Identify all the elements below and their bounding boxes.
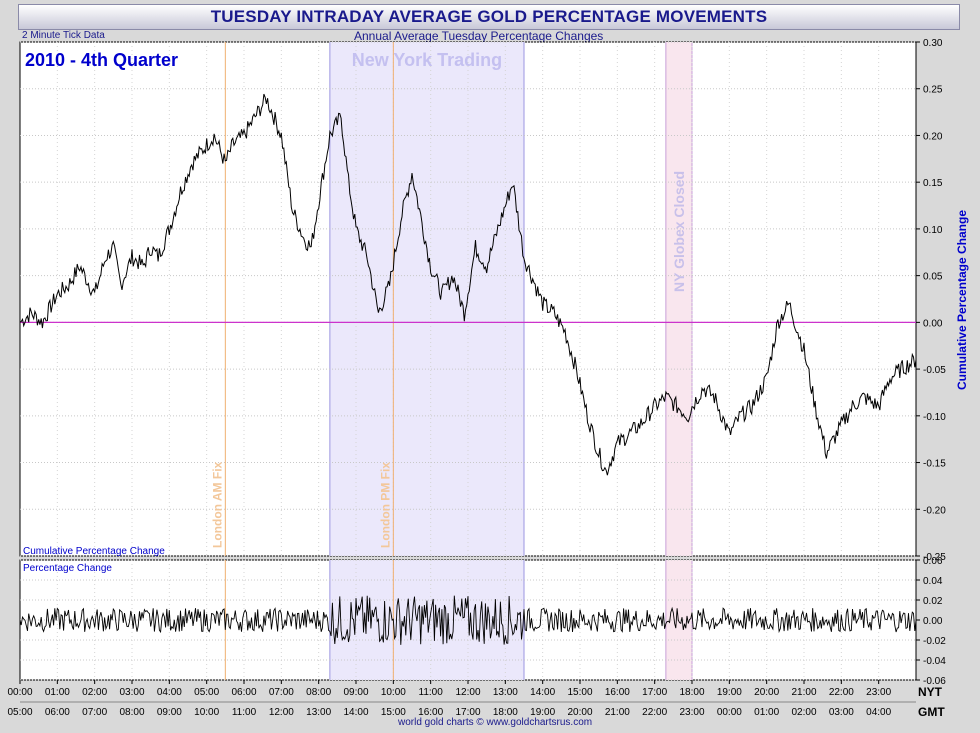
- x-tick-label-gmt: 02:00: [791, 707, 816, 718]
- x-tick-label-nyt: 22:00: [829, 687, 854, 698]
- tick-note: 2 Minute Tick Data: [22, 30, 105, 41]
- x-tick-label-nyt: 10:00: [381, 687, 406, 698]
- x-tick-label-nyt: 01:00: [45, 687, 70, 698]
- trading-band: [665, 42, 692, 556]
- x-tick-label-gmt: 09:00: [157, 707, 182, 718]
- x-tick-label-gmt: 10:00: [194, 707, 219, 718]
- x-tick-label-nyt: 16:00: [605, 687, 630, 698]
- y-tick-label: 0.20: [923, 131, 943, 142]
- x-tick-label-nyt: 05:00: [194, 687, 219, 698]
- x-tick-label-gmt: 22:00: [642, 707, 667, 718]
- x-axis: 00:00 05:00 01:00 06:00 02:00 07:00 03:00 08:00…: [7, 680, 945, 719]
- x-tick-label-nyt: 19:00: [717, 687, 742, 698]
- x-tick-label-nyt: 13:00: [493, 687, 518, 698]
- band-label: NY Globex Closed: [671, 171, 687, 292]
- x-tick-label-nyt: 08:00: [306, 687, 331, 698]
- y-tick-label: -0.15: [923, 459, 946, 470]
- fix-label: London AM Fix: [210, 461, 224, 548]
- x-tick-label-gmt: 13:00: [306, 707, 331, 718]
- x-tick-label-nyt: 11:00: [419, 687, 444, 698]
- credit: world gold charts © www.goldchartsrus.co…: [398, 717, 593, 728]
- x-tick-label-gmt: 19:00: [530, 707, 555, 718]
- x-tick-label-gmt: 01:00: [754, 707, 779, 718]
- x-tick-label-gmt: 21:00: [605, 707, 630, 718]
- x-tick-label-gmt: 17:00: [455, 707, 480, 718]
- x-tick-label-nyt: 20:00: [754, 687, 779, 698]
- x-tick-label-nyt: 04:00: [157, 687, 182, 698]
- x-tick-label-gmt: 08:00: [119, 707, 144, 718]
- cumulative-panel: London AM Fix London PM Fix New York Tradi…: [19, 38, 969, 563]
- period-label: 2010 - 4th Quarter: [25, 50, 178, 70]
- x-tick-label-gmt: 11:00: [232, 707, 257, 718]
- x-tick-label-gmt: 03:00: [829, 707, 854, 718]
- x-tick-label-nyt: 07:00: [269, 687, 294, 698]
- x-tick-label-gmt: 15:00: [381, 707, 406, 718]
- x-tick-label-nyt: 18:00: [679, 687, 704, 698]
- x-tick-label-nyt: 12:00: [455, 687, 480, 698]
- x-tick-label-nyt: 14:00: [530, 687, 555, 698]
- y-axis-label: Cumulative Percentage Change: [955, 210, 969, 390]
- y-tick-label: 0.30: [923, 38, 943, 49]
- x-tick-label-nyt: 00:00: [7, 687, 32, 698]
- x-tick-label-gmt: 06:00: [45, 707, 70, 718]
- x-tick-label-nyt: 06:00: [231, 687, 256, 698]
- band-label: New York Trading: [352, 50, 502, 70]
- x-tick-label-gmt: 23:00: [679, 707, 704, 718]
- panel-label: Percentage Change: [23, 563, 112, 574]
- percentage-series-line: [19, 595, 917, 645]
- x-tick-label-gmt: 14:00: [343, 707, 368, 718]
- gmt-label: GMT: [918, 705, 945, 719]
- y-tick-label: 0.25: [923, 85, 943, 96]
- chart-title: TUESDAY INTRADAY AVERAGE GOLD PERCENTAGE…: [210, 7, 768, 26]
- x-tick-label-nyt: 03:00: [119, 687, 144, 698]
- y-tick-label: -0.02: [923, 636, 946, 647]
- y-tick-label: 0.00: [923, 616, 943, 627]
- x-tick-label-gmt: 05:00: [7, 707, 32, 718]
- y-tick-label: -0.06: [923, 676, 946, 687]
- y-tick-label: -0.10: [923, 412, 946, 423]
- panel-label: Cumulative Percentage Change: [23, 546, 165, 557]
- chart-subtitle: Annual Average Tuesday Percentage Change…: [354, 29, 604, 43]
- x-tick-label-nyt: 15:00: [567, 687, 592, 698]
- x-tick-label-gmt: 12:00: [269, 707, 294, 718]
- y-tick-label: 0.04: [923, 576, 943, 587]
- y-tick-label: 0.02: [923, 596, 943, 607]
- trading-band: [329, 42, 524, 556]
- y-tick-label: 0.15: [923, 178, 943, 189]
- x-tick-label-gmt: 07:00: [82, 707, 107, 718]
- cumulative-series-line: [19, 93, 917, 476]
- y-tick-label: 0.10: [923, 225, 943, 236]
- fix-label: London PM Fix: [378, 462, 392, 548]
- x-tick-label-nyt: 17:00: [642, 687, 667, 698]
- y-tick-label: -0.20: [923, 505, 946, 516]
- x-tick-label-nyt: 09:00: [343, 687, 368, 698]
- y-tick-label: -0.04: [923, 656, 946, 667]
- y-tick-label: 0.05: [923, 272, 943, 283]
- y-tick-label: -0.25: [923, 552, 946, 563]
- x-tick-label-nyt: 02:00: [82, 687, 107, 698]
- x-tick-label-gmt: 04:00: [866, 707, 891, 718]
- x-tick-label-nyt: 21:00: [791, 687, 816, 698]
- x-tick-label-gmt: 16:00: [418, 707, 443, 718]
- title-bar: TUESDAY INTRADAY AVERAGE GOLD PERCENTAGE…: [18, 4, 960, 30]
- x-tick-label-gmt: 20:00: [567, 707, 592, 718]
- y-tick-label: -0.05: [923, 365, 946, 376]
- x-tick-label-gmt: 00:00: [717, 707, 742, 718]
- x-tick-label-nyt: 23:00: [866, 687, 891, 698]
- y-tick-label: 0.06: [923, 556, 943, 567]
- percentage-panel: Percentage Change 0.06 0.04 0.02 0.00 -0.02 -0…: [19, 556, 946, 687]
- y-tick-label: 0.00: [923, 318, 943, 329]
- x-tick-label-gmt: 18:00: [493, 707, 518, 718]
- nyt-label: NYT: [918, 685, 943, 699]
